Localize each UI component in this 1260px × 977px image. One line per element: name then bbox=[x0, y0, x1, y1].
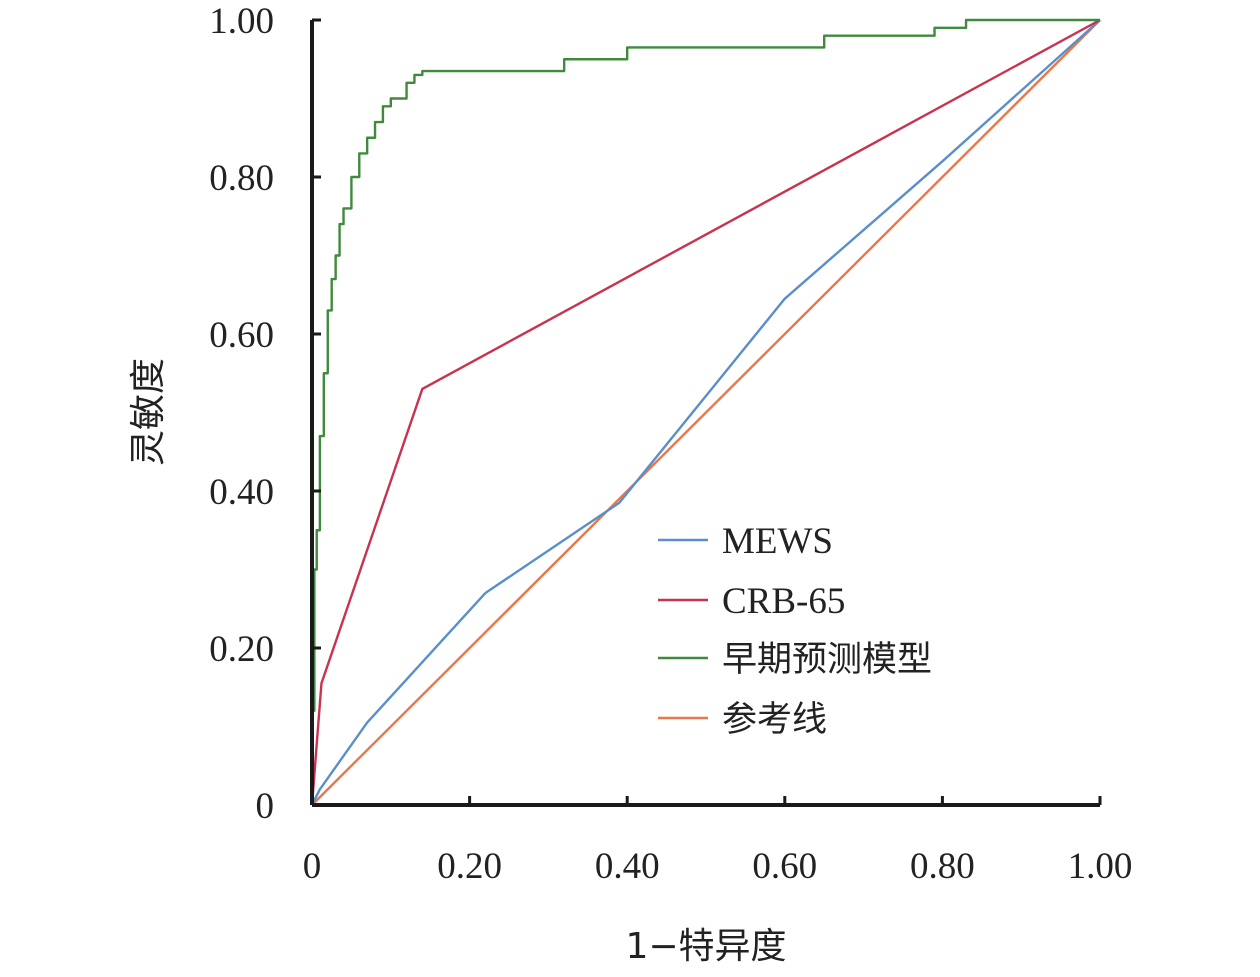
y-tick-label: 0.60 bbox=[209, 315, 274, 356]
y-tick-label: 0.40 bbox=[209, 472, 274, 513]
x-tick-label: 0.80 bbox=[910, 846, 975, 887]
axes-layer bbox=[310, 20, 1100, 807]
x-tick-label: 1.00 bbox=[1068, 846, 1133, 887]
series-line-0 bbox=[310, 19, 1101, 806]
x-tick-label: 0 bbox=[303, 846, 322, 887]
x-tick-label: 0.60 bbox=[752, 846, 817, 887]
y-tick-label: 0.20 bbox=[209, 629, 274, 670]
legend-label-1: CRB-65 bbox=[722, 581, 845, 622]
y-tick-label: 0.80 bbox=[209, 158, 274, 199]
y-axis-title: 灵敏度 bbox=[128, 358, 169, 466]
series-line-3 bbox=[311, 19, 1101, 806]
series-layer bbox=[310, 18, 1101, 807]
series-line-2 bbox=[311, 18, 1100, 807]
x-tick-label: 0.40 bbox=[595, 846, 660, 887]
ticks-layer: 0 0.20 0.40 0.60 0.80 1.00 0 0.20 0.40 0.60 0.80 1.… bbox=[209, 1, 1132, 887]
legend-label-2: 早期预测模型 bbox=[722, 640, 932, 680]
legend-label-0: MEWS bbox=[722, 521, 833, 562]
x-tick-label: 0.20 bbox=[437, 846, 502, 887]
x-axis-title: 1−特异度 bbox=[625, 926, 786, 967]
y-tick-label: 0 bbox=[256, 786, 275, 827]
legend-label-3: 参考线 bbox=[722, 700, 827, 740]
y-tick-label: 1.00 bbox=[209, 1, 274, 42]
series-line-1 bbox=[310, 18, 1101, 806]
